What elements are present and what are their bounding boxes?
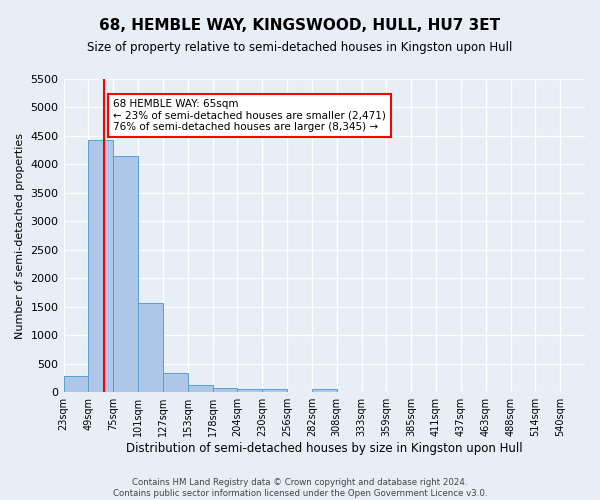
Y-axis label: Number of semi-detached properties: Number of semi-detached properties	[15, 132, 25, 338]
Text: 68 HEMBLE WAY: 65sqm
← 23% of semi-detached houses are smaller (2,471)
76% of se: 68 HEMBLE WAY: 65sqm ← 23% of semi-detac…	[113, 99, 386, 132]
Text: 68, HEMBLE WAY, KINGSWOOD, HULL, HU7 3ET: 68, HEMBLE WAY, KINGSWOOD, HULL, HU7 3ET	[100, 18, 500, 32]
Text: Size of property relative to semi-detached houses in Kingston upon Hull: Size of property relative to semi-detach…	[88, 41, 512, 54]
X-axis label: Distribution of semi-detached houses by size in Kingston upon Hull: Distribution of semi-detached houses by …	[126, 442, 523, 455]
Bar	[138, 304, 163, 392]
Bar	[312, 389, 337, 392]
Bar	[262, 389, 287, 392]
Bar	[64, 376, 88, 392]
Bar	[113, 156, 138, 392]
Bar	[163, 374, 188, 392]
Text: Contains HM Land Registry data © Crown copyright and database right 2024.
Contai: Contains HM Land Registry data © Crown c…	[113, 478, 487, 498]
Bar	[188, 386, 212, 392]
Bar	[88, 140, 113, 392]
Bar	[212, 388, 238, 392]
Bar	[238, 389, 262, 392]
